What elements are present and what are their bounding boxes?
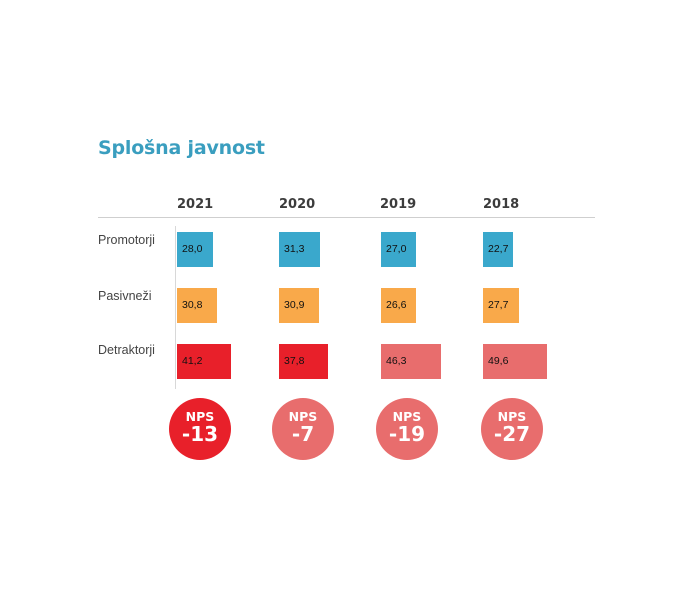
bar-value-label: 49,6 bbox=[488, 355, 509, 367]
year-header-2021: 2021 bbox=[177, 197, 214, 212]
bar-pasivnei-2021 bbox=[177, 288, 217, 323]
header-divider bbox=[98, 217, 595, 218]
bar-detraktorji-2020 bbox=[279, 344, 328, 379]
bar-value-label: 41,2 bbox=[182, 355, 203, 367]
bar-promotorji-2018 bbox=[483, 232, 513, 267]
row-label-promotorji: Promotorji bbox=[98, 233, 155, 247]
bar-promotorji-2019 bbox=[381, 232, 416, 267]
nps-label: NPS bbox=[185, 409, 215, 424]
bar-value-label: 30,9 bbox=[284, 299, 305, 311]
bar-pasivnei-2018 bbox=[483, 288, 519, 323]
bar-value-label: 30,8 bbox=[182, 299, 203, 311]
bar-pasivnei-2019 bbox=[381, 288, 416, 323]
nps-value: -7 bbox=[291, 422, 315, 446]
year-header-2020: 2020 bbox=[279, 197, 316, 212]
nps-badge-2018: NPS -27 bbox=[481, 398, 543, 460]
bar-value-label: 28,0 bbox=[182, 243, 203, 255]
row-label-detraktorji: Detraktorji bbox=[98, 343, 155, 357]
nps-label: NPS bbox=[392, 409, 422, 424]
nps-badge-2021: NPS -13 bbox=[169, 398, 231, 460]
nps-value: -19 bbox=[388, 422, 426, 446]
nps-label: NPS bbox=[288, 409, 318, 424]
bar-promotorji-2020 bbox=[279, 232, 320, 267]
bar-value-label: 37,8 bbox=[284, 355, 305, 367]
bar-value-label: 46,3 bbox=[386, 355, 407, 367]
bar-detraktorji-2019 bbox=[381, 344, 441, 379]
nps-badge-2020: NPS -7 bbox=[272, 398, 334, 460]
axis-line bbox=[175, 226, 176, 389]
bar-value-label: 31,3 bbox=[284, 243, 305, 255]
bar-value-label: 22,7 bbox=[488, 243, 509, 255]
year-header-2019: 2019 bbox=[380, 197, 417, 212]
nps-value: -27 bbox=[493, 422, 531, 446]
nps-label: NPS bbox=[497, 409, 527, 424]
nps-value: -13 bbox=[181, 422, 219, 446]
bar-promotorji-2021 bbox=[177, 232, 213, 267]
bar-detraktorji-2018 bbox=[483, 344, 547, 379]
row-label-pasivnezi: Pasivneži bbox=[98, 289, 152, 303]
year-header-2018: 2018 bbox=[483, 197, 520, 212]
bar-pasivnei-2020 bbox=[279, 288, 319, 323]
nps-badge-2019: NPS -19 bbox=[376, 398, 438, 460]
bar-value-label: 26,6 bbox=[386, 299, 407, 311]
bar-value-label: 27,7 bbox=[488, 299, 509, 311]
bar-value-label: 27,0 bbox=[386, 243, 407, 255]
bar-detraktorji-2021 bbox=[177, 344, 231, 379]
page-title: Splošna javnost bbox=[98, 137, 265, 159]
